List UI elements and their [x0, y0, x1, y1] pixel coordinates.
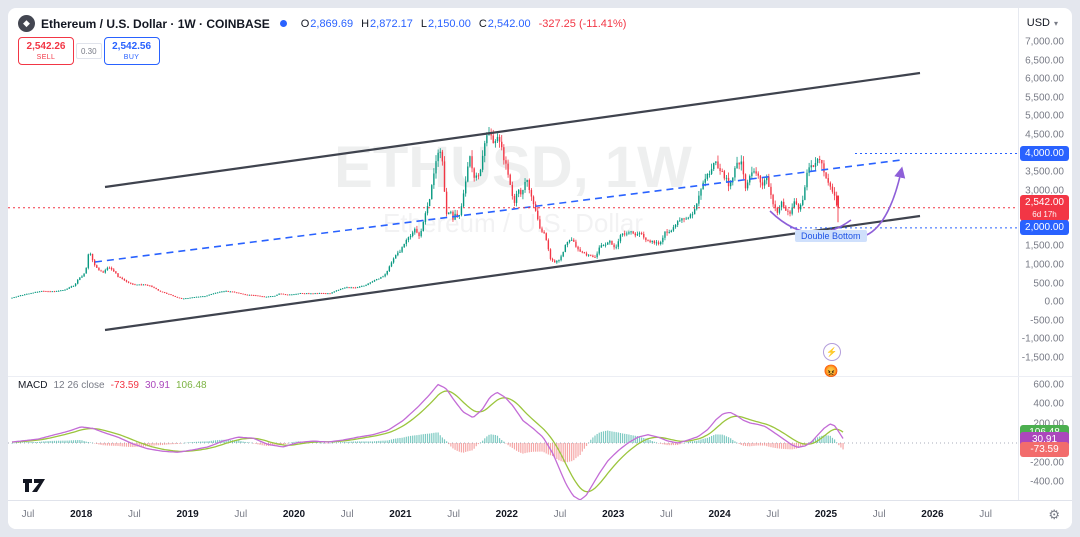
time-tick-label: 2020 [282, 509, 306, 520]
buy-price: 2,542.56 [112, 40, 152, 52]
axis-tick-label: 3,000.00 [1025, 185, 1064, 197]
axis-tick-label: 400.00 [1033, 398, 1064, 410]
symbol-title[interactable]: Ethereum / U.S. Dollar · 1W · COINBASE [41, 16, 270, 31]
axis-tick-label: -1,000.00 [1021, 333, 1064, 345]
tradingview-logo[interactable] [22, 478, 46, 498]
macd-title[interactable]: MACD [18, 380, 48, 391]
time-tick-label: Jul [340, 509, 354, 520]
macd-signal-value: 106.48 [176, 380, 207, 391]
axis-tick-label: 0.00 [1044, 296, 1064, 308]
axis-tick-label: 4,500.00 [1025, 129, 1064, 141]
bar-countdown: 6d 17h [1032, 209, 1057, 219]
time-tick-label: Jul [553, 509, 567, 520]
drawing-icons: ⚡ 😡 [823, 343, 841, 379]
open-label: O [300, 17, 310, 30]
time-tick-label: 2019 [176, 509, 199, 520]
high-label: H [361, 17, 370, 30]
time-tick-label: Jul [659, 509, 673, 520]
chart-widget: ETHUSD, 1W Ethereum / U.S. Dollar ◆ Ethe… [8, 8, 1072, 529]
time-tick-label: Jul [127, 509, 141, 520]
double-bottom-annotation[interactable]: Double Bottom [795, 230, 867, 242]
time-tick-label: Jul [872, 509, 886, 520]
time-tick-label: Jul [447, 509, 460, 520]
tradingview-logo-icon [23, 479, 45, 492]
pane-divider [8, 376, 1072, 377]
axis-tick-label: 600.00 [1033, 379, 1064, 390]
time-tick-label: Jul [766, 509, 780, 520]
price-axis[interactable]: 7,000.00 6,500.00 6,000.00 5,500.00 5,000.00… [1018, 8, 1072, 500]
spread-value: 0.30 [76, 43, 102, 59]
axis-tick-label: -400.00 [1030, 476, 1064, 488]
axis-tick-label: 200.00 [1033, 418, 1064, 429]
time-tick-label: 2025 [814, 509, 838, 520]
price-axis-divider [1018, 8, 1019, 500]
high-value: 2,872.17 [370, 17, 413, 30]
close-value: 2,542.00 [487, 17, 531, 30]
currency-value: USD [1026, 17, 1050, 29]
time-tick-label: 2023 [602, 509, 625, 520]
axis-tick-label: 3,500.00 [1025, 166, 1064, 178]
sell-button[interactable]: 2,542.26 SELL [18, 37, 74, 65]
axis-tick-label: 6,000.00 [1025, 73, 1064, 85]
macd-params: 12 26 close [53, 380, 105, 391]
data-feed-status-icon[interactable] [279, 20, 287, 27]
axis-tick-label: 5,500.00 [1025, 92, 1064, 104]
axis-tick-label: 5,000.00 [1025, 110, 1064, 122]
time-tick-label: Jul [979, 509, 992, 520]
axis-tick-label: 1,500.00 [1025, 240, 1064, 252]
time-tick-label: 2024 [708, 509, 731, 520]
open-value: 2,869.69 [310, 17, 354, 30]
time-tick-label: Jul [21, 509, 35, 520]
axis-tick-label: 500.00 [1033, 278, 1064, 290]
price-chart-canvas[interactable] [8, 8, 1018, 529]
ohlc-readout: O 2,869.69 H 2,872.17 L 2,150.00 C 2,542.00 … [301, 18, 627, 30]
close-label: C [478, 17, 487, 30]
low-label: L [420, 17, 427, 30]
buy-label: BUY [123, 53, 140, 61]
time-axis[interactable]: ⚙ Jul 2018 Jul 2019 Jul 2020 Jul 2021 Jul 2022 Jul… [8, 500, 1072, 529]
sell-label: SELL [36, 53, 56, 61]
ethereum-logo-icon: ◆ [18, 15, 35, 32]
time-tick-label: Jul [234, 509, 248, 520]
chevron-down-icon: ▾ [1053, 18, 1058, 28]
axis-tick-label: 1,000.00 [1025, 259, 1064, 271]
symbol-header: ◆ Ethereum / U.S. Dollar · 1W · COINBASE… [18, 15, 626, 32]
axis-tick-label: -200.00 [1030, 457, 1064, 468]
low-value: 2,150.00 [428, 17, 471, 30]
price-badge: 2,542.00 6d 17h [1020, 194, 1069, 221]
axis-tick-label: 7,000.00 [1025, 36, 1064, 48]
buy-button[interactable]: 2,542.56 BUY [103, 37, 160, 65]
emoji-face-icon[interactable]: 😡 [823, 364, 839, 378]
time-tick-label: 2021 [389, 509, 412, 520]
sell-price: 2,542.26 [26, 40, 66, 52]
time-tick-label: 2022 [495, 509, 518, 520]
change-value: -327.25 (-11.41%) [538, 17, 627, 30]
gear-icon[interactable]: ⚙ [1048, 507, 1060, 522]
macd-line-value: 30.91 [144, 380, 170, 391]
time-tick-label: 2026 [921, 509, 944, 520]
axis-tick-label: -1,500.00 [1021, 352, 1064, 364]
axis-tick-label: -500.00 [1030, 315, 1064, 327]
axis-tick-label: 6,500.00 [1025, 55, 1064, 67]
currency-selector[interactable]: USD ▾ [1027, 17, 1058, 29]
price-badge: 4,000.00 [1020, 145, 1069, 161]
trade-panel: 2,542.26 SELL 0.30 2,542.56 BUY [18, 37, 160, 65]
time-tick-label: 2018 [70, 509, 93, 520]
macd-histogram-value: -73.59 [110, 380, 139, 391]
price-badge: 2,000.00 [1020, 219, 1069, 235]
lightning-icon[interactable]: ⚡ [823, 343, 841, 361]
macd-indicator-row: MACD 12 26 close -73.59 30.91 106.48 [18, 380, 207, 391]
price-badge: -73.59 [1020, 442, 1069, 458]
